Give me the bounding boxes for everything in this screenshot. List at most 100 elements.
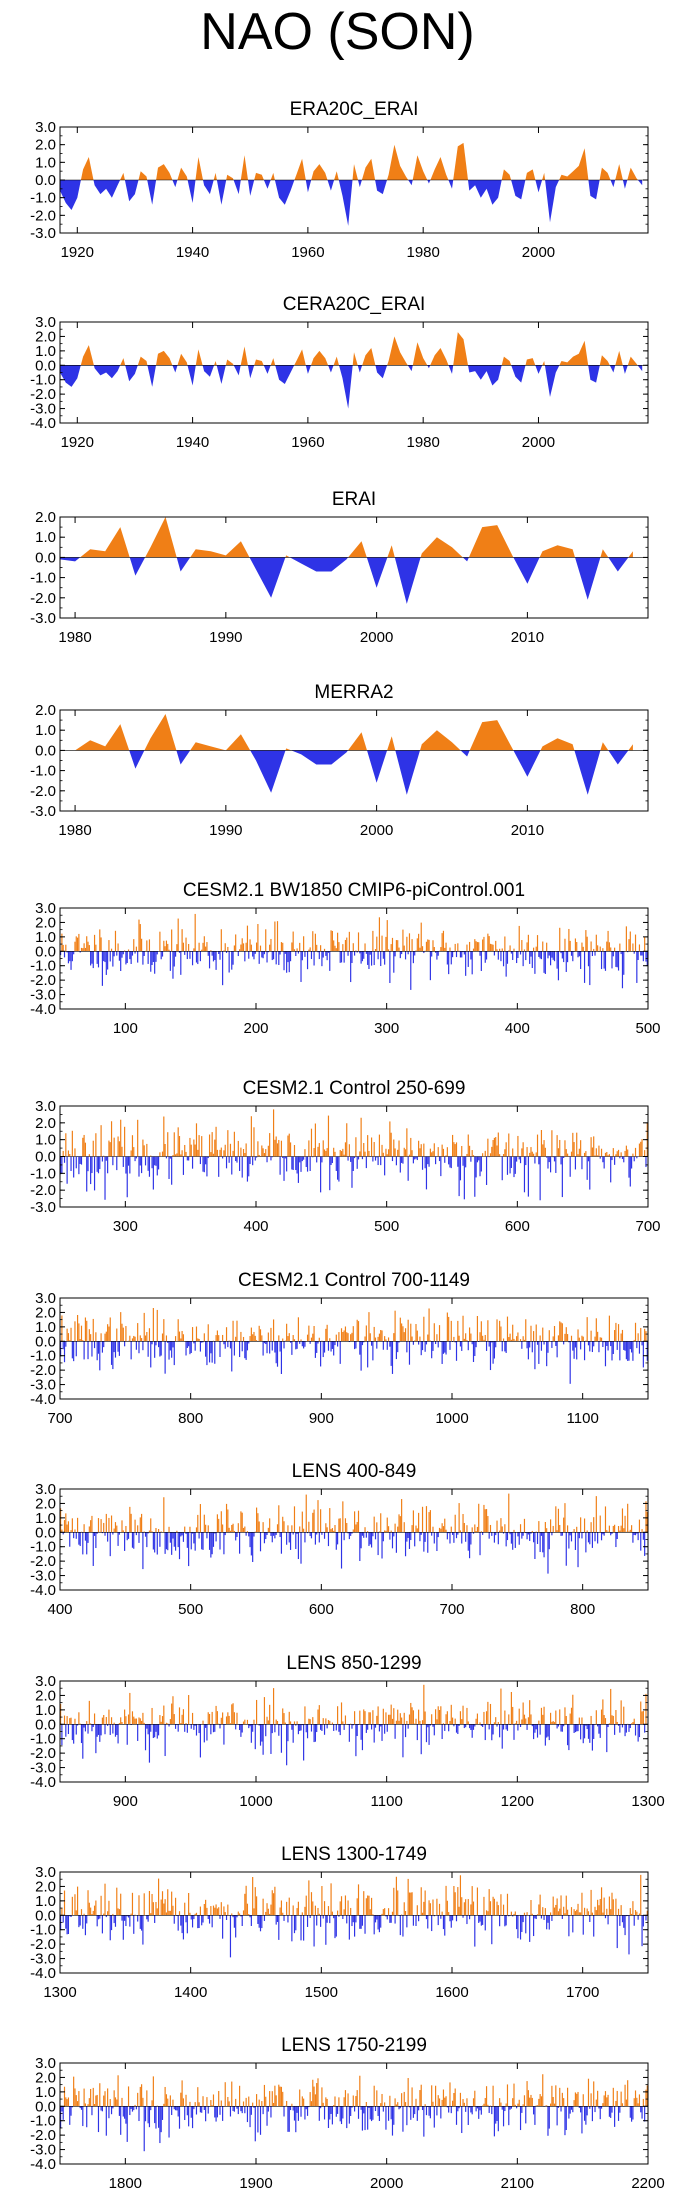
positive-area <box>559 340 589 366</box>
negative-bar <box>126 2106 128 2142</box>
positive-bar <box>437 1147 439 1157</box>
positive-bar <box>108 1140 110 1157</box>
positive-bar <box>127 2086 130 2107</box>
negative-bar <box>382 951 384 959</box>
negative-bar <box>227 1341 229 1348</box>
x-tick-label: 2000 <box>522 434 555 451</box>
positive-bar <box>189 1912 191 1916</box>
positive-bar <box>197 1514 199 1533</box>
negative-bar <box>632 1532 634 1543</box>
positive-bar <box>308 1140 310 1157</box>
positive-bar <box>600 1887 603 1916</box>
negative-bar <box>364 1915 366 1934</box>
negative-bar <box>87 1156 89 1172</box>
positive-bar <box>158 1529 160 1533</box>
negative-bar <box>117 1532 119 1546</box>
positive-bar <box>334 1525 336 1533</box>
positive-bar <box>381 1144 383 1157</box>
negative-bar <box>619 1915 621 1926</box>
negative-bar <box>572 1915 574 1933</box>
negative-bar <box>304 1532 306 1543</box>
positive-bar <box>161 1891 164 1916</box>
negative-bar <box>543 1532 545 1558</box>
x-tick-label: 1300 <box>43 1984 76 2001</box>
negative-bar <box>262 951 264 959</box>
negative-bar <box>526 1532 528 1540</box>
positive-bar <box>228 1527 230 1533</box>
negative-bar <box>542 1532 544 1553</box>
positive-bar <box>308 1718 310 1725</box>
positive-bar <box>628 1531 630 1533</box>
positive-bar <box>312 1333 314 1342</box>
negative-bar <box>614 2106 616 2127</box>
negative-bar <box>80 2106 83 2110</box>
negative-bar <box>232 2106 234 2111</box>
positive-area <box>501 169 512 180</box>
negative-bar <box>373 1915 375 1935</box>
positive-bar <box>462 1514 464 1533</box>
positive-bar <box>103 1913 105 1916</box>
positive-bar <box>482 1335 484 1342</box>
negative-area <box>609 365 616 373</box>
negative-bar <box>79 2106 81 2109</box>
positive-bar <box>70 1530 72 1533</box>
positive-bar <box>337 1910 339 1916</box>
positive-bar <box>505 1142 507 1157</box>
negative-bar <box>104 1724 106 1735</box>
negative-bar <box>295 1532 297 1549</box>
positive-bar <box>424 2104 426 2107</box>
negative-bar <box>427 1532 429 1553</box>
positive-area <box>214 361 217 366</box>
negative-bar <box>634 1724 637 1736</box>
negative-bar <box>313 1724 315 1743</box>
negative-bar <box>271 1724 273 1734</box>
negative-bar <box>93 1341 96 1349</box>
positive-bar <box>163 1903 165 1916</box>
positive-bar <box>502 1338 505 1342</box>
negative-bar <box>424 1341 426 1352</box>
positive-bar <box>461 1719 463 1725</box>
negative-bar <box>309 1156 311 1171</box>
negative-bar <box>201 1915 203 1926</box>
negative-bar <box>207 1156 209 1159</box>
positive-bar <box>403 2091 405 2107</box>
positive-bar <box>429 1510 431 1533</box>
negative-bar <box>188 1532 190 1567</box>
negative-bar <box>305 2106 307 2110</box>
positive-bar <box>531 2097 533 2107</box>
positive-bar <box>591 1147 593 1157</box>
negative-bar <box>587 1532 590 1543</box>
negative-bar <box>509 1156 511 1174</box>
negative-bar <box>137 951 139 963</box>
positive-bar <box>608 1315 610 1342</box>
negative-bar <box>504 1341 506 1352</box>
negative-bar <box>240 1724 242 1737</box>
positive-bar <box>325 1523 327 1533</box>
negative-bar <box>71 1724 73 1741</box>
positive-bar <box>355 950 357 952</box>
positive-bar <box>577 1154 579 1157</box>
negative-bar <box>305 1156 307 1168</box>
negative-bar <box>448 1156 450 1165</box>
positive-bar <box>372 1914 374 1916</box>
negative-bar <box>561 951 563 959</box>
positive-area <box>270 172 275 180</box>
negative-bar <box>627 1341 629 1361</box>
positive-bar <box>239 949 241 952</box>
positive-bar <box>359 1710 361 1725</box>
negative-bar <box>147 951 149 964</box>
positive-area <box>225 734 251 751</box>
negative-bar <box>350 951 352 983</box>
positive-bar <box>570 1151 573 1157</box>
negative-bar <box>617 951 620 971</box>
positive-bar <box>570 1707 573 1725</box>
negative-bar <box>566 1724 569 1746</box>
positive-bar <box>325 1718 327 1725</box>
negative-bar <box>568 1532 570 1549</box>
negative-bar <box>135 1341 137 1350</box>
positive-bar <box>619 1530 621 1533</box>
positive-bar <box>597 1899 599 1916</box>
negative-bar <box>127 1532 130 1539</box>
positive-bar <box>403 1332 405 1342</box>
positive-bar <box>412 1510 414 1533</box>
